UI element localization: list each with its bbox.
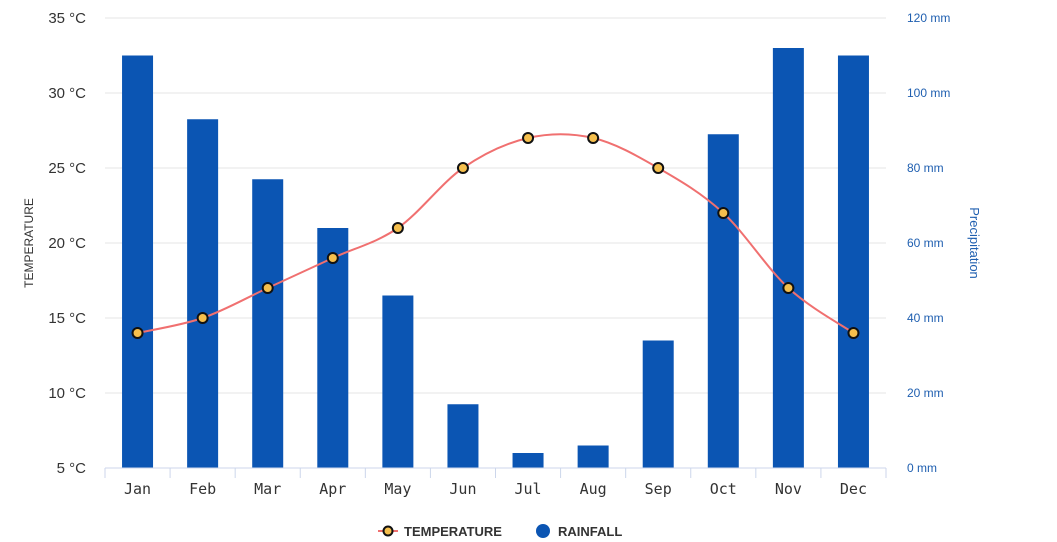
temperature-point-oct[interactable] [717, 207, 730, 219]
temperature-point-apr[interactable] [326, 252, 339, 264]
legend-temperature-marker [382, 525, 394, 537]
temperature-line-group [131, 132, 860, 339]
temperature-point-jan[interactable] [131, 327, 144, 339]
x-axis-label-apr: Apr [319, 480, 346, 498]
temperature-point-nov[interactable] [782, 282, 795, 294]
left-axis-tick-label: 20 °C [48, 235, 86, 252]
legend-rainfall-marker [536, 524, 550, 538]
legend-temperature-label: TEMPERATURE [404, 524, 502, 539]
x-axis-label-dec: Dec [840, 480, 867, 498]
temperature-point-jun[interactable] [456, 162, 469, 174]
axis-labels: 5 °C 10 °C 15 °C 20 °C 25 °C 30 °C 35 °C 0 mm 20… [48, 10, 950, 498]
x-axis-label-may: May [384, 480, 411, 498]
temperature-line [137, 133, 855, 334]
right-axis-tick-label: 20 mm [907, 386, 944, 400]
x-axis-label-mar: Mar [254, 480, 281, 498]
x-axis-label-oct: Oct [710, 480, 737, 498]
temperature-point-aug[interactable] [587, 132, 600, 144]
temperature-point-mar[interactable] [261, 282, 274, 294]
right-axis-tick-label: 100 mm [907, 86, 950, 100]
rainfall-bar-aug[interactable] [577, 445, 609, 469]
x-axis-label-sep: Sep [645, 480, 672, 498]
right-axis-tick-label: 80 mm [907, 161, 944, 175]
right-axis-tick-label: 60 mm [907, 236, 944, 250]
temperature-point-dec[interactable] [847, 327, 860, 339]
rainfall-bar-sep[interactable] [642, 340, 674, 469]
x-axis-label-jun: Jun [449, 480, 476, 498]
rainfall-bar-mar[interactable] [252, 179, 284, 468]
grid-lines [105, 17, 886, 394]
rainfall-bar-jun[interactable] [447, 404, 479, 468]
x-axis-label-jan: Jan [124, 480, 151, 498]
legend-item-rainfall[interactable]: RAINFALL [536, 524, 622, 539]
left-axis-tick-label: 25 °C [48, 160, 86, 177]
rainfall-bar-jan[interactable] [122, 55, 154, 469]
rainfall-bars [122, 48, 869, 468]
left-axis-tick-label: 5 °C [57, 460, 87, 477]
right-axis-tick-label: 40 mm [907, 311, 944, 325]
rainfall-bar-oct[interactable] [707, 134, 739, 468]
legend-rainfall-label: RAINFALL [558, 524, 622, 539]
left-axis-tick-label: 10 °C [48, 385, 86, 402]
rainfall-bar-jul[interactable] [512, 453, 544, 468]
x-axis-label-nov: Nov [775, 480, 802, 498]
temperature-point-jul[interactable] [522, 132, 535, 144]
x-axis-label-jul: Jul [514, 480, 541, 498]
x-axis-label-feb: Feb [189, 480, 216, 498]
left-axis-title: TEMPERATURE [22, 198, 36, 288]
rainfall-bar-nov[interactable] [772, 48, 804, 468]
left-axis-tick-label: 35 °C [48, 10, 86, 27]
rainfall-bar-feb[interactable] [187, 119, 219, 468]
axes [104, 467, 887, 478]
temperature-point-may[interactable] [391, 222, 404, 234]
x-axis-label-aug: Aug [580, 480, 607, 498]
left-axis-tick-label: 15 °C [48, 310, 86, 327]
legend-item-temperature[interactable]: TEMPERATURE [378, 524, 502, 539]
rainfall-bar-apr[interactable] [317, 228, 349, 468]
rainfall-bar-may[interactable] [382, 295, 414, 469]
rainfall-bar-dec[interactable] [837, 55, 869, 469]
right-axis-tick-label: 0 mm [907, 461, 937, 475]
temperature-point-feb[interactable] [196, 312, 209, 324]
left-axis-tick-label: 30 °C [48, 85, 86, 102]
right-axis-title: Precipitation [967, 207, 982, 279]
right-axis-tick-label: 120 mm [907, 11, 950, 25]
temperature-point-sep[interactable] [652, 162, 665, 174]
chart-legend: TEMPERATURE RAINFALL [378, 524, 622, 539]
